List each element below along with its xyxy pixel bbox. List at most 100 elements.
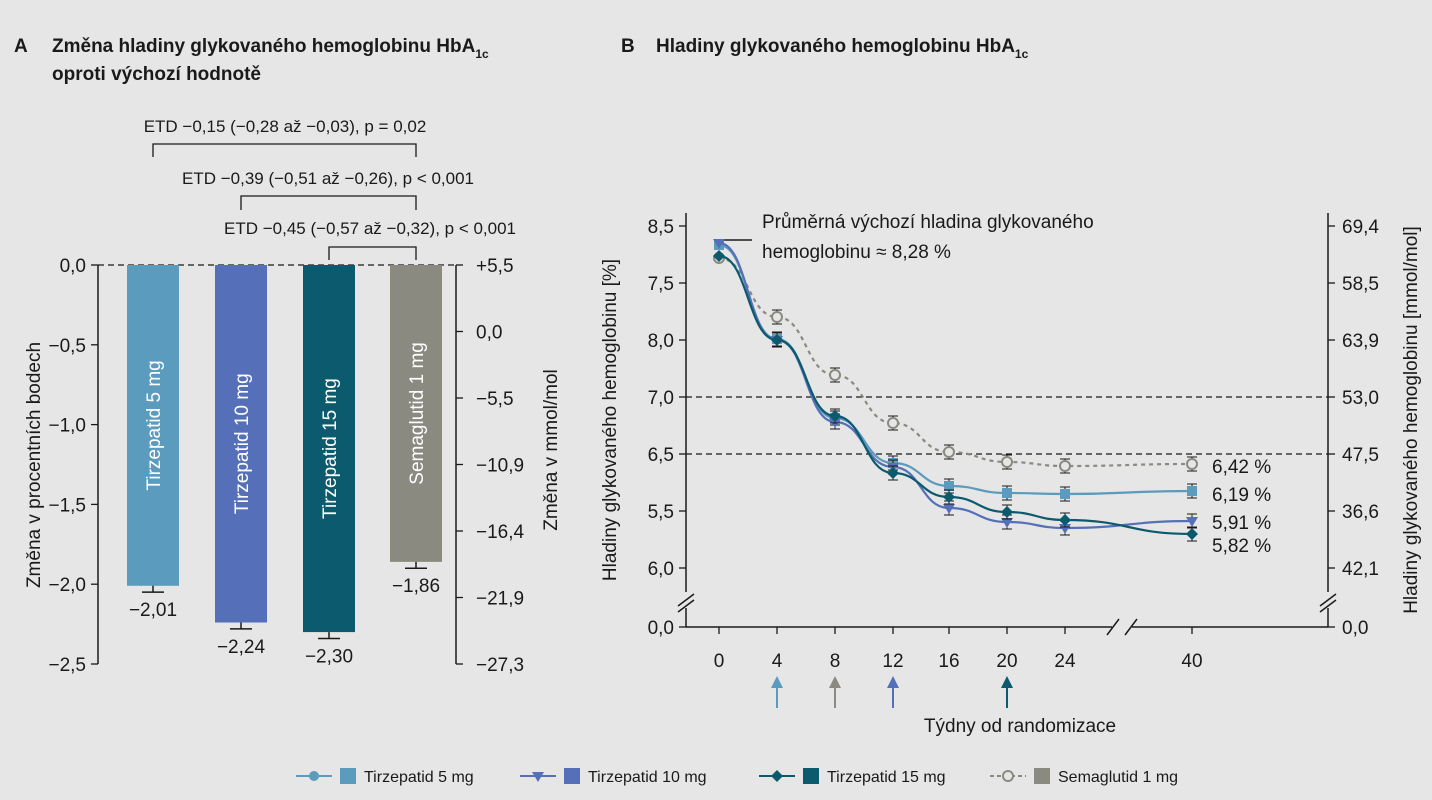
bar-value-label: −1,86 [392,576,440,597]
data-point [829,369,841,381]
data-point [1060,489,1070,499]
data-point [1186,517,1198,527]
panel-b-title-subscript: 1c [1015,47,1029,61]
dose-arrow-head [829,676,841,688]
bar-value-label: −2,30 [305,646,353,667]
data-point [771,311,783,323]
panel-b-right-tick-label: 0,0 [1342,618,1368,639]
panel-b-x-axis-break [1106,618,1138,636]
panel-b-title-main: Hladiny glykovaného hemoglobinu HbA [656,36,1015,57]
legend-swatch [803,768,819,784]
legend-swatch [340,768,356,784]
panel-a-right-tick-label: −27,3 [476,655,524,676]
panel-a-y-axis-title: Změna v procentních bodech [24,342,45,588]
etd-comparison-1: ETD −0,15 (−0,28 až −0,03), p = 0,02 [144,117,427,136]
panel-a-left-tick-label: −1,5 [48,495,86,516]
panel-b-y-axis-title: Hladiny glykovaného hemoglobinu [%] [600,259,621,581]
baseline-note-line1: Průměrná výchozí hladina glykovaného [762,212,1094,233]
bar-error-bar [318,632,340,640]
legend: Tirzepatid 5 mg Tirzepatid 10 mg Tirzepati… [296,768,1178,786]
panel-a-left-tick-label: −1,0 [48,416,86,437]
data-point [713,250,725,262]
panel-a-title-line1: Změna hladiny glykovaného hemoglobinu Hb… [52,36,489,61]
panel-a-title-line2: oproti výchozí hodnotě [52,64,261,85]
data-point [1002,488,1012,498]
data-point [713,239,725,249]
bar-category-label: Tirzepatid 5 mg [144,360,165,490]
legend-marker [532,772,544,782]
bar-category-label: Tirzepatid 10 mg [232,373,253,514]
panel-a-right-tick-label: −5,5 [476,389,514,410]
bar-error-bar [230,622,252,630]
legend-label: Tirzepatid 5 mg [364,769,474,786]
panel-b-left-tick-label: 7,0 [648,388,674,409]
panel-a-right-tick-label: +5,5 [476,256,514,277]
panel-b-axes: 8,5 7,5 8,0 7,0 6,5 5,5 6,0 0,0 69,4 58,5 63,9 53,0… [600,213,1422,708]
etd-bracket-2 [240,195,417,210]
dose-arrow-head [771,676,783,688]
panel-b-right-tick-label: 69,4 [1342,217,1379,238]
panel-a-title-main: Změna hladiny glykovaného hemoglobinu Hb… [52,36,476,57]
panel-b-title: Hladiny glykovaného hemoglobinu HbA1c [656,36,1029,61]
panel-a-right-tick-label: −10,9 [476,456,524,477]
bar-error-bar [405,561,427,569]
panel-b-left-axis-break [677,593,695,613]
data-point [1059,514,1071,526]
data-point [887,417,899,429]
dose-arrow-head [887,676,899,688]
panel-a-left-tick-label: −0,5 [48,336,86,357]
bar [127,265,179,586]
legend-label: Tirzepatid 10 mg [588,769,707,786]
bar-value-label: −2,01 [129,600,177,621]
data-point [1186,458,1198,470]
panel-a-right-tick-label: −16,4 [476,522,525,543]
bar-category-label: Tirzepatid 15 mg [320,378,341,519]
panel-b-right-axis-break [1319,593,1337,613]
etd-bracket-3 [328,246,417,260]
series-end-label: 6,42 % [1212,457,1271,478]
legend-label: Semaglutid 1 mg [1058,769,1178,786]
data-point [943,504,955,514]
panel-a-bars: −2,01 Tirzepatid 5 mg −2,24 Tirzepatid 10 m… [127,265,442,667]
panel-a-right-tick-label: 0,0 [476,323,502,344]
panel-b-lines: 6,42 % 6,19 % 5,91 %5,82 % [713,239,1271,557]
panel-b-right-tick-label: 36,6 [1342,502,1379,523]
panel-b-right-tick-label: 47,5 [1342,445,1379,466]
panel-b-left-tick-label: 6,5 [648,445,674,466]
panel-b-x-tick-label: 8 [830,651,841,672]
data-point [829,410,841,422]
legend-marker [309,771,319,781]
data-point [1001,518,1013,528]
series-end-label: 5,91 % [1212,513,1271,534]
panel-b-right-tick-label: 53,0 [1342,388,1379,409]
data-point [944,481,954,491]
data-point [1001,456,1013,468]
bar-error-bar [142,585,164,593]
panel-a-left-tick-label: 0,0 [60,256,86,277]
baseline-note-line2: hemoglobinu ≈ 8,28 % [762,242,951,263]
bar-value-label: −2,24 [217,637,266,658]
series-end-label: 6,19 % [1212,485,1271,506]
data-point [943,446,955,458]
panel-a-left-tick-label: −2,5 [48,655,86,676]
panel-a-letter: A [14,36,28,57]
etd-comparison-2: ETD −0,39 (−0,51 až −0,26), p < 0,001 [182,169,474,188]
panel-b-x-tick-label: 0 [714,651,725,672]
data-point [1186,528,1198,540]
bar [303,265,355,633]
panel-b-x-tick-label: 12 [882,651,903,672]
panel-a-axes: 0,0 −0,5 −1,0 −1,5 −2,0 −2,5 +5,5 0,0 −5,5 −10,9 −… [24,256,562,676]
panel-b-letter: B [621,36,635,57]
panel-b-left-tick-label: 0,0 [648,618,674,639]
panel-b-x-tick-label: 24 [1054,651,1076,672]
data-point [943,491,955,503]
panel-a-left-tick-label: −2,0 [48,575,86,596]
panel-b-left-tick-label: 6,0 [648,559,674,580]
panel-b-x-tick-label: 16 [938,651,959,672]
data-point [1059,460,1071,472]
data-point [1001,506,1013,518]
panel-b-x-tick-label: 4 [772,651,783,672]
panel-b-x-axis-title: Týdny od randomizace [924,716,1116,737]
series-end-label: 5,82 % [1212,536,1271,557]
